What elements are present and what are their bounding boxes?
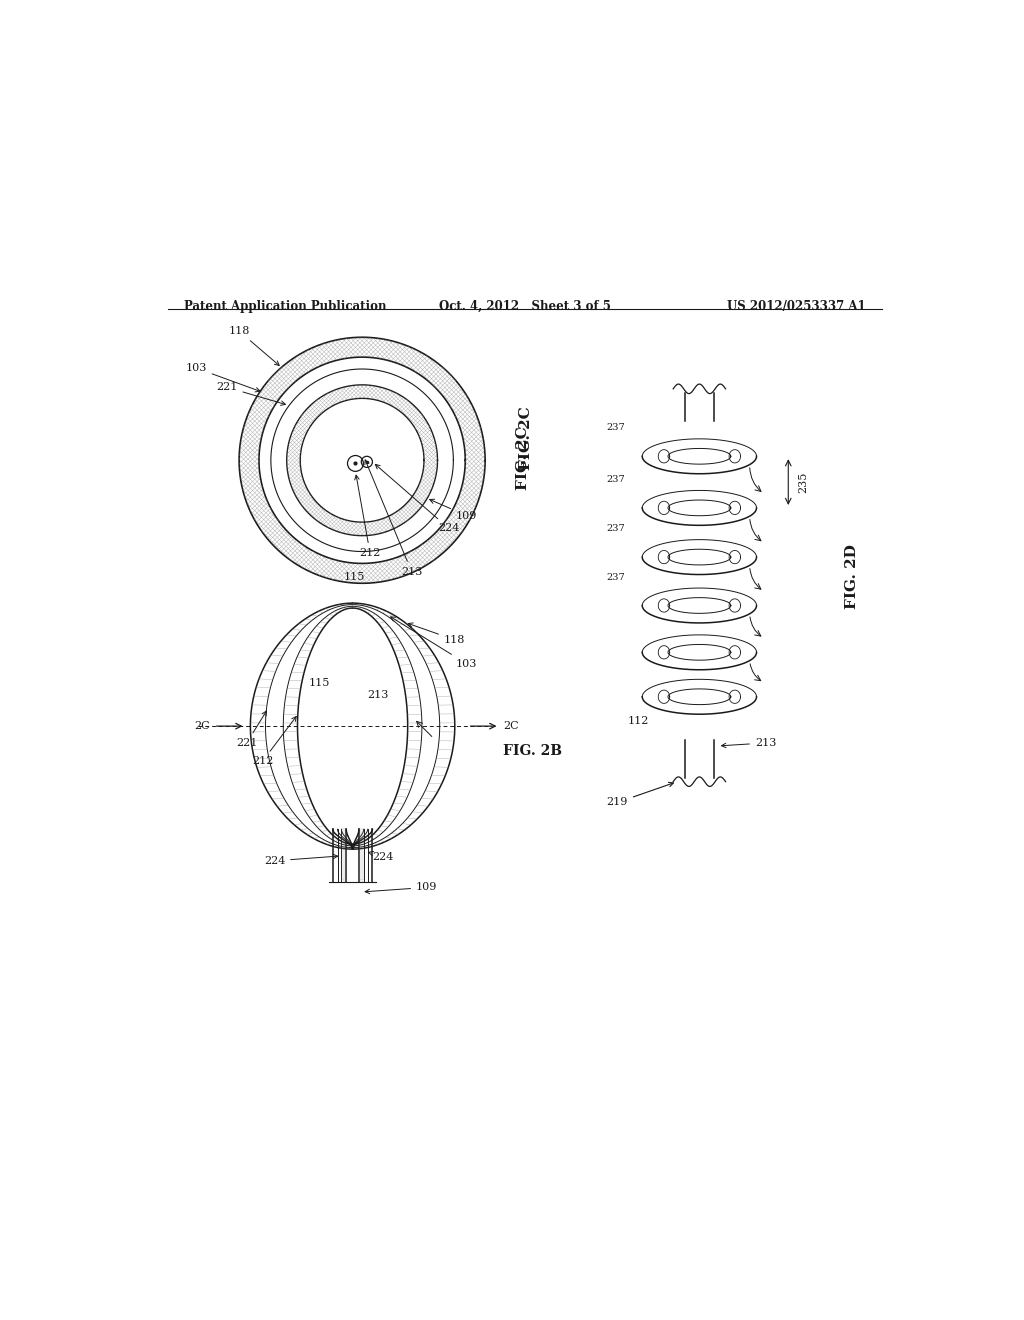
Text: Patent Application Publication: Patent Application Publication [183, 300, 386, 313]
Text: 224: 224 [376, 465, 460, 533]
Text: 213: 213 [367, 690, 388, 701]
Text: 213: 213 [365, 459, 422, 577]
Text: 2C: 2C [504, 721, 519, 731]
Text: 224: 224 [369, 851, 394, 862]
Text: 2C: 2C [195, 721, 210, 731]
Text: 212: 212 [252, 717, 296, 766]
Text: US 2012/0253337 A1: US 2012/0253337 A1 [727, 300, 866, 313]
Text: 219: 219 [606, 783, 674, 808]
Text: FIG. 2D: FIG. 2D [845, 544, 859, 609]
Text: 237: 237 [606, 475, 625, 484]
Text: 237: 237 [606, 524, 625, 533]
Text: FIG. 2C: FIG. 2C [516, 426, 530, 491]
Text: FIG. 2C: FIG. 2C [519, 407, 534, 470]
Text: 213: 213 [722, 738, 776, 748]
Text: 103: 103 [185, 363, 260, 392]
Text: 115: 115 [343, 572, 365, 582]
Text: 112: 112 [628, 717, 649, 726]
Text: 109: 109 [366, 882, 437, 894]
Text: 212: 212 [354, 475, 381, 558]
Text: 118: 118 [409, 623, 465, 644]
Text: 237: 237 [606, 573, 625, 582]
Text: 224: 224 [264, 854, 338, 866]
Text: 221: 221 [236, 711, 266, 748]
Text: 103: 103 [391, 616, 477, 669]
Text: 235: 235 [798, 471, 808, 492]
Text: 237: 237 [606, 424, 625, 433]
Text: 115: 115 [309, 678, 331, 689]
Text: 118: 118 [228, 326, 280, 366]
Text: FIG. 2B: FIG. 2B [504, 743, 562, 758]
Text: 221: 221 [216, 383, 286, 405]
Text: Oct. 4, 2012   Sheet 3 of 5: Oct. 4, 2012 Sheet 3 of 5 [439, 300, 610, 313]
Text: 109: 109 [430, 499, 477, 520]
